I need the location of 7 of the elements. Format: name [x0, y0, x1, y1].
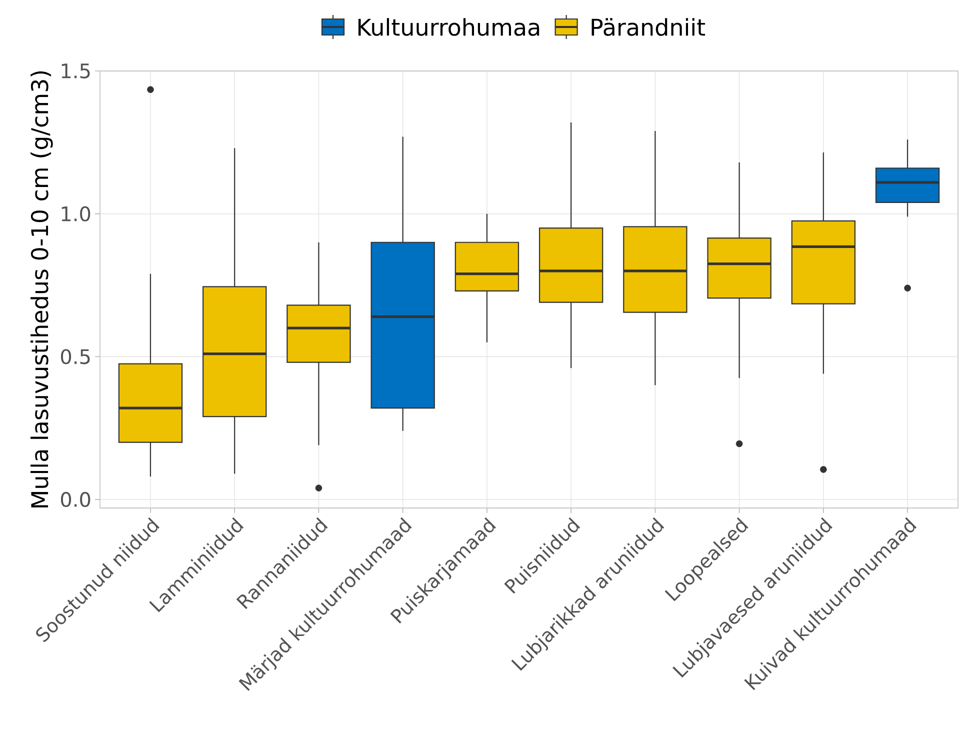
y-axis-title: Mulla lasuvustihedus 0-10 cm (g/cm3) [30, 71, 53, 508]
legend-label: Kultuurrohumaa [358, 18, 540, 36]
y-tick-label: 0.5 [60, 349, 90, 364]
y-tick-label: 1.5 [62, 64, 90, 78]
legend-label: Pärandniit [592, 18, 706, 36]
y-tick-label: 0.0 [60, 492, 90, 508]
y-tick-label: 1.0 [62, 206, 90, 222]
